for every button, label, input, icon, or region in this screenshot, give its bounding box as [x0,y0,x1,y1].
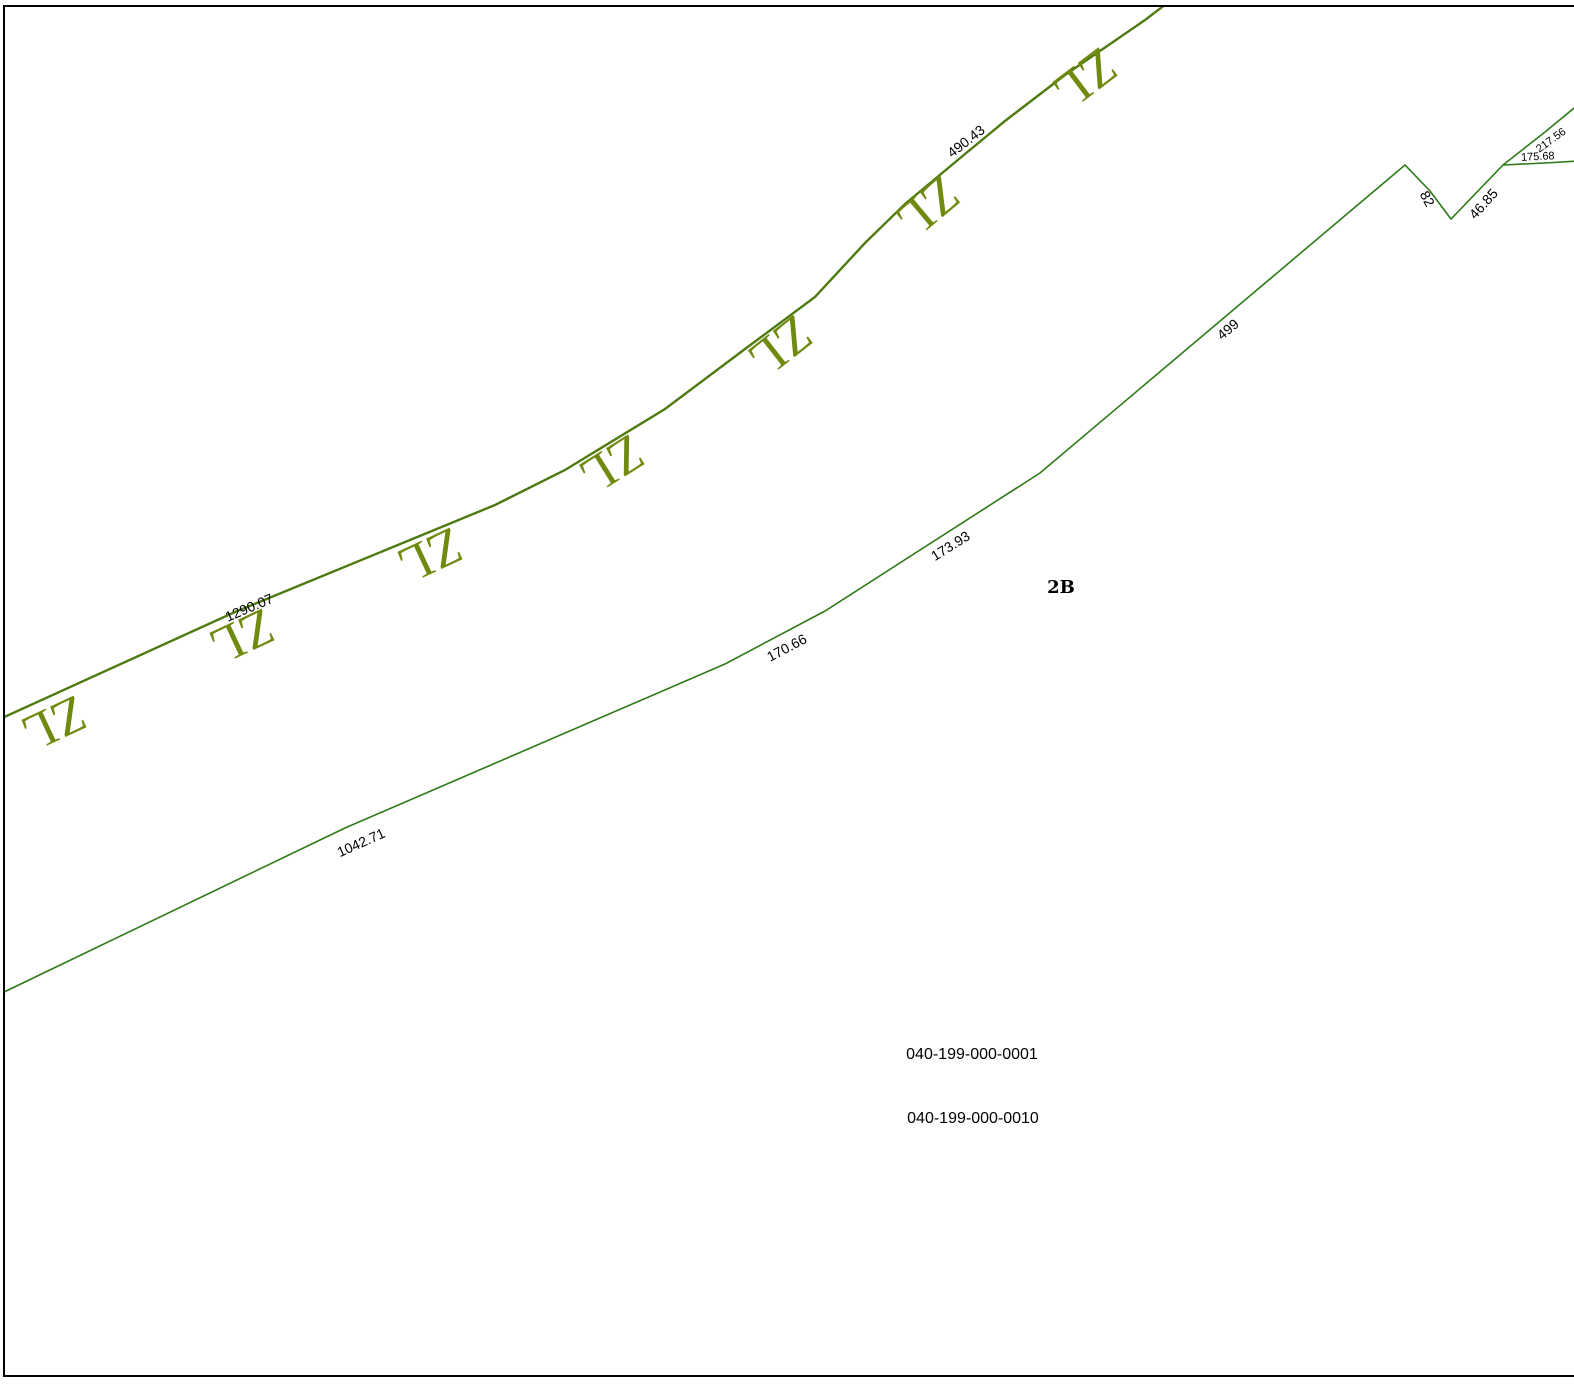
parcel-dimension: 173.93 [928,528,973,564]
map-canvas[interactable]: ZL ZL ZL ZL ZL ZL ZL 1290.07 490.43 1042… [5,7,1574,1377]
parcel-dimension: 82 [1417,188,1439,209]
parcel-dimension: 170.66 [764,630,810,664]
zone-symbol: ZL [13,684,95,763]
parcel-dimension: 175.68 [1521,150,1555,164]
zone-symbol: ZL [885,164,970,249]
zone-symbol: ZL [1042,36,1127,120]
zone-label: 2B [1047,577,1075,598]
parcel-line-northeast [1502,107,1574,166]
zone-symbol: ZL [738,304,823,388]
zone-symbol: ZL [389,516,471,595]
parcel-number[interactable]: 040-199-000-0001 [906,1046,1038,1063]
zone-boundary-line [5,7,1165,718]
map-frame: ZL ZL ZL ZL ZL ZL ZL 1290.07 490.43 1042… [3,5,1574,1377]
parcel-line [5,160,1574,993]
zone-symbol: ZL [570,423,654,505]
parcel-dimension: 46.85 [1466,185,1501,222]
parcel-number[interactable]: 040-199-000-0010 [907,1110,1039,1127]
parcel-dimension: 499 [1214,315,1242,342]
